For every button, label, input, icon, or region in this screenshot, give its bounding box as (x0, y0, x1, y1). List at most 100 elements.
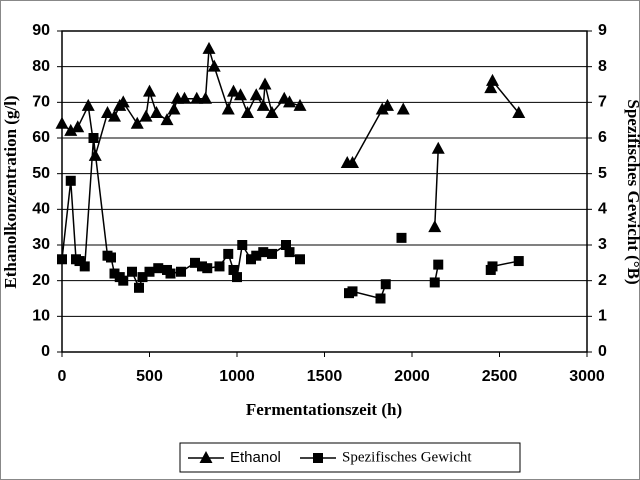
y-axis-title: Ethanolkonzentration (g/l) (1, 95, 20, 288)
marker (153, 263, 164, 274)
y2-tick-label: 7 (598, 94, 607, 111)
marker (256, 98, 270, 111)
marker (375, 102, 389, 115)
marker (139, 109, 153, 122)
marker (486, 73, 499, 86)
marker (284, 247, 295, 258)
marker (134, 282, 144, 293)
marker (160, 113, 174, 126)
marker (251, 250, 262, 261)
marker (143, 84, 156, 97)
marker (108, 109, 121, 122)
marker (197, 261, 207, 272)
y-tick-label: 30 (32, 236, 50, 253)
marker (249, 88, 263, 101)
marker (74, 256, 85, 267)
plot-border (61, 30, 588, 353)
marker (267, 248, 277, 259)
x-tick-label: 0 (58, 368, 67, 385)
marker (165, 268, 176, 279)
y-tick-label: 70 (32, 94, 50, 111)
marker (207, 59, 221, 72)
legend-label: Ethanol (230, 449, 281, 466)
x-tick-label: 2000 (394, 368, 430, 385)
marker (190, 257, 200, 268)
y2-tick-label: 5 (598, 165, 607, 182)
marker (137, 272, 148, 283)
marker (214, 261, 225, 272)
y2-tick-label: 8 (598, 58, 607, 75)
marker (118, 275, 129, 286)
y-tick-label: 90 (32, 22, 50, 39)
marker (375, 293, 386, 304)
marker (283, 95, 296, 108)
legend-label: Spezifisches Gewicht (342, 449, 472, 465)
y-tick-label: 20 (32, 272, 50, 289)
marker (127, 266, 137, 277)
marker (228, 264, 239, 275)
marker (484, 81, 498, 94)
marker (232, 272, 242, 283)
y2-tick-label: 4 (598, 201, 607, 218)
y2-tick-label: 1 (598, 308, 607, 325)
marker (178, 91, 191, 104)
marker (199, 91, 212, 104)
marker (237, 240, 248, 250)
marker (65, 175, 76, 186)
y2-tick-label: 3 (598, 236, 607, 253)
marker (381, 98, 394, 111)
marker (380, 279, 391, 290)
marker (106, 252, 116, 263)
x-tick-label: 1500 (307, 368, 343, 385)
y2-tick-label: 6 (598, 129, 607, 146)
marker (313, 453, 323, 463)
marker (431, 141, 445, 154)
marker (79, 261, 90, 272)
y2-tick-label: 0 (598, 343, 607, 360)
marker (71, 120, 85, 133)
marker (57, 254, 67, 265)
marker (109, 268, 120, 279)
y2-axis-title: Spezifisches Gewicht (°B) (624, 99, 640, 284)
marker (512, 106, 526, 119)
legend-box (179, 442, 521, 473)
marker (487, 261, 498, 272)
y-tick-label: 0 (41, 343, 50, 360)
marker (202, 263, 213, 274)
marker (433, 259, 444, 270)
marker (234, 88, 247, 101)
y2-tick-label: 9 (598, 22, 607, 39)
marker (258, 247, 269, 258)
marker (81, 98, 95, 111)
marker (429, 277, 440, 288)
marker (144, 266, 155, 277)
y2-tick-label: 2 (598, 272, 607, 289)
marker (246, 254, 256, 265)
marker (258, 77, 272, 90)
marker (396, 232, 407, 243)
x-tick-label: 500 (136, 368, 163, 385)
marker (241, 106, 254, 119)
marker (150, 106, 163, 119)
y-tick-label: 60 (32, 129, 50, 146)
marker (130, 116, 144, 129)
marker (223, 248, 234, 259)
marker (513, 256, 524, 267)
marker (293, 98, 307, 111)
marker (190, 91, 204, 104)
marker (295, 254, 305, 265)
x-tick-label: 3000 (569, 368, 605, 385)
x-tick-label: 2500 (482, 368, 518, 385)
marker (55, 116, 69, 129)
y-tick-label: 50 (32, 165, 50, 182)
marker (346, 155, 359, 168)
x-axis-title: Fermentationszeit (h) (246, 400, 402, 419)
marker (265, 106, 279, 119)
marker (176, 266, 186, 277)
marker (202, 41, 216, 54)
marker (167, 102, 181, 115)
marker (396, 102, 410, 115)
y-tick-label: 40 (32, 201, 50, 218)
x-tick-label: 1000 (219, 368, 255, 385)
